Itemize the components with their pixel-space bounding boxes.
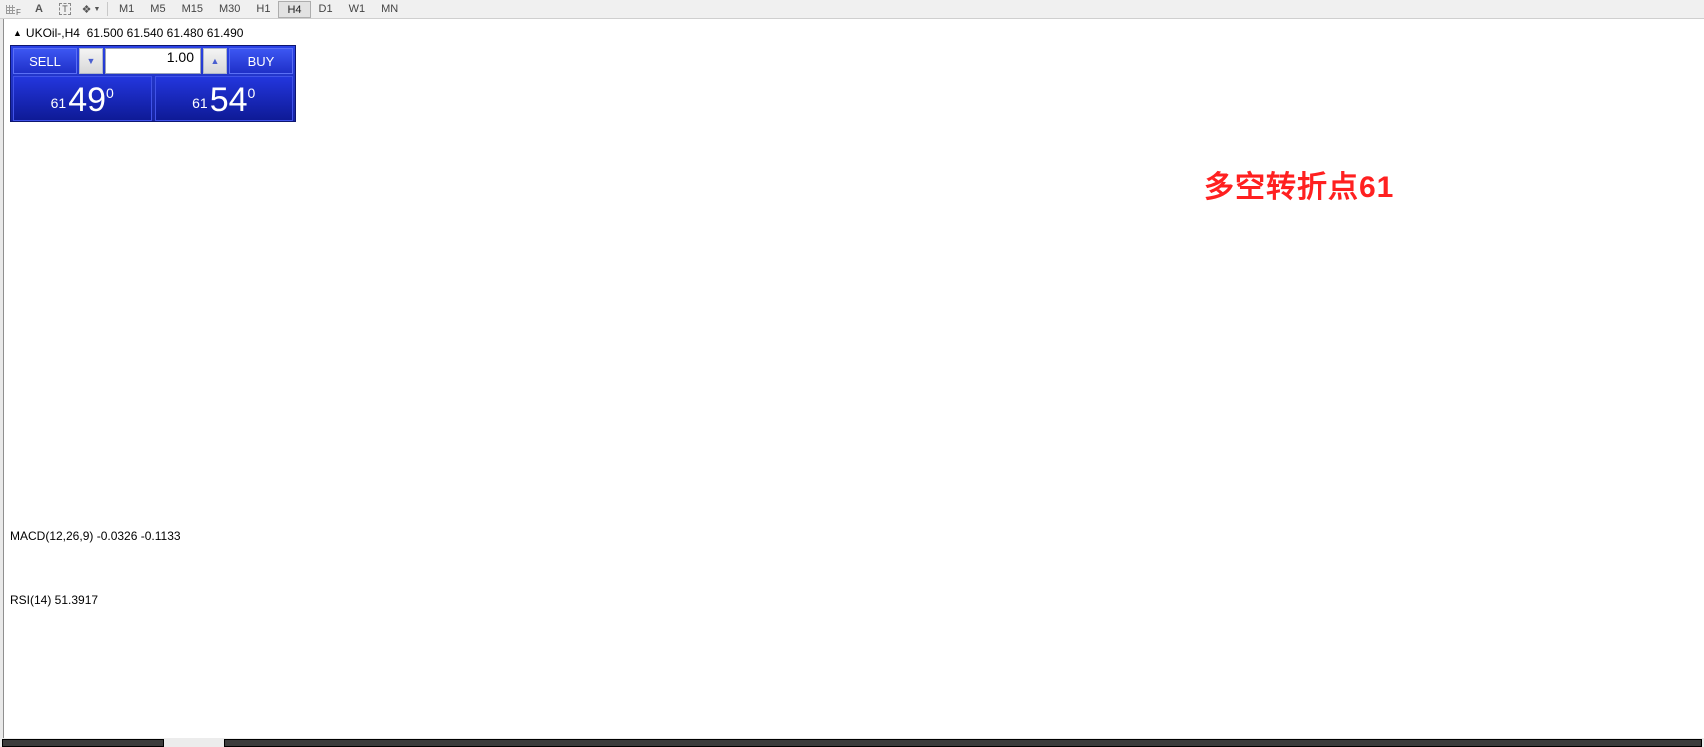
buy-button[interactable]: BUY xyxy=(229,48,293,74)
cutoff-panel-edge xyxy=(224,739,1702,747)
timeframe-button-w1[interactable]: W1 xyxy=(348,2,366,15)
expand-triangle-icon[interactable]: ▲ xyxy=(13,28,22,38)
timeframe-button-d1[interactable]: D1 xyxy=(318,2,333,15)
text-box-icon[interactable]: T xyxy=(52,1,78,18)
timeframe-button-h4[interactable]: H4 xyxy=(278,0,311,18)
rsi-label: RSI(14) 51.3917 xyxy=(10,593,99,607)
sell-button[interactable]: SELL xyxy=(13,48,77,74)
top-toolbar: F A T ❖ ▼ M1 M5 M15 M30 H1 H4 D1 W1 MN xyxy=(0,0,1704,19)
timeframe-button-h1[interactable]: H1 xyxy=(256,2,271,15)
cutoff-panel-edge xyxy=(2,739,164,747)
sell-price-display[interactable]: 61 49 0 xyxy=(13,76,152,121)
sell-price-point: 0 xyxy=(106,85,114,101)
shapes-icon[interactable]: ❖ ▼ xyxy=(81,3,101,16)
sell-price-prefix: 61 xyxy=(50,95,67,111)
sell-price-pips: 49 xyxy=(68,81,107,119)
macd-label: MACD(12,26,9) -0.0326 -0.1133 xyxy=(10,529,181,543)
timeframe-button-m30[interactable]: M30 xyxy=(218,2,241,15)
bottom-panel-strip xyxy=(0,738,1704,747)
window-left-frame xyxy=(0,19,4,738)
timeframe-button-m15[interactable]: M15 xyxy=(181,2,203,15)
ohlc-readout: 61.500 61.540 61.480 61.490 xyxy=(86,26,244,40)
symbol-period-label: UKOil-,H4 xyxy=(25,26,80,40)
timeframe-button-m5[interactable]: M5 xyxy=(150,2,166,15)
timeframe-toolbar: M1 M5 M15 M30 H1 H4 D1 W1 MN xyxy=(111,0,406,18)
one-click-trade-panel: SELL ▼ 1.00 ▲ BUY 61 49 0 61 54 0 xyxy=(10,45,296,122)
volume-input[interactable]: 1.00 xyxy=(105,48,201,74)
volume-decrease-button[interactable]: ▼ xyxy=(79,48,103,74)
buy-price-pips: 54 xyxy=(209,81,248,119)
timeframe-button-mn[interactable]: MN xyxy=(381,2,399,15)
chart-title: ▲ UKOil-,H4 61.500 61.540 61.480 61.490 xyxy=(13,26,243,40)
buy-price-point: 0 xyxy=(247,85,256,101)
buy-price-prefix: 61 xyxy=(192,95,208,111)
toolbar-separator xyxy=(107,2,108,16)
timeframe-button-m1[interactable]: M1 xyxy=(119,2,135,15)
label-a-icon[interactable]: A xyxy=(35,3,43,15)
buy-price-display[interactable]: 61 54 0 xyxy=(154,76,293,121)
grid-f-icon[interactable]: F xyxy=(0,1,26,18)
volume-increase-button[interactable]: ▲ xyxy=(203,48,227,74)
chart-text-annotation: 多空转折点61 xyxy=(1204,171,1395,204)
